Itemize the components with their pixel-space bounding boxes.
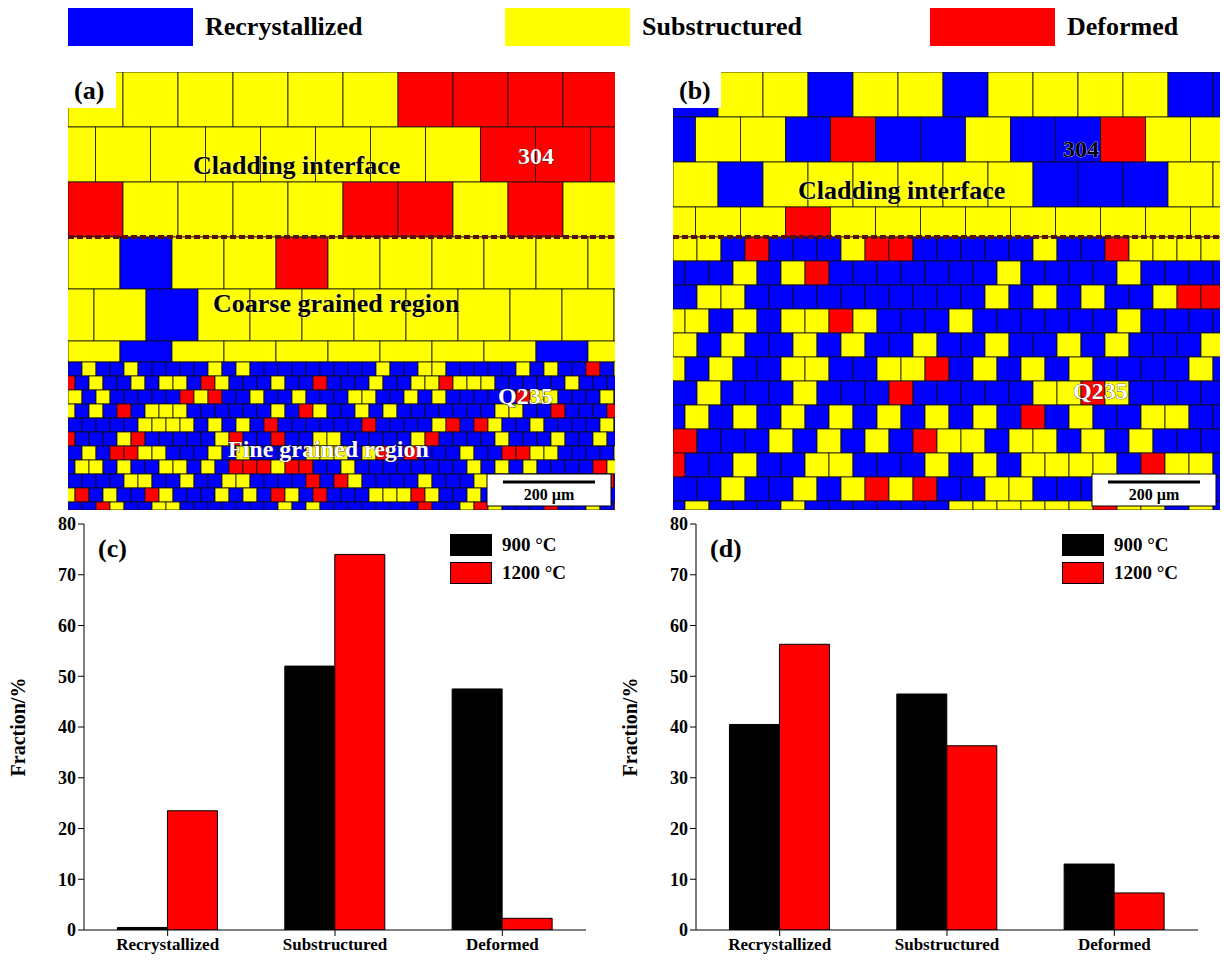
svg-text:30: 30: [58, 768, 76, 788]
html-text:(c): (c): [98, 534, 127, 563]
svg-text:(b): (b): [679, 76, 711, 105]
svg-text:10: 10: [670, 870, 688, 890]
svg-text:Substructured: Substructured: [283, 935, 388, 954]
svg-text:304: 304: [1063, 136, 1099, 162]
html-text:900 °C: 900 °C: [1113, 534, 1169, 555]
svg-text:20: 20: [58, 819, 76, 839]
svg-text:Deformed: Deformed: [1078, 935, 1151, 954]
svg-text:200 µm: 200 µm: [524, 486, 575, 504]
html-text:Recrystallized: Recrystallized: [205, 12, 363, 41]
svg-text:50: 50: [670, 667, 688, 687]
svg-text:Fraction/%: Fraction/%: [7, 678, 29, 777]
svg-text:60: 60: [58, 616, 76, 636]
html-text:1200 °C: 1200 °C: [501, 562, 566, 583]
svg-text:Q235: Q235: [498, 383, 553, 409]
svg-text:Recrystallized: Recrystallized: [116, 935, 219, 954]
svg-text:10: 10: [58, 870, 76, 890]
svg-text:200 µm: 200 µm: [1129, 486, 1180, 504]
svg-text:20: 20: [670, 819, 688, 839]
svg-text:70: 70: [670, 565, 688, 585]
svg-text:50: 50: [58, 667, 76, 687]
svg-text:40: 40: [670, 717, 688, 737]
html-text:Substructured: Substructured: [642, 12, 802, 41]
html-text:(d): (d): [710, 534, 742, 563]
html-text:1200 °C: 1200 °C: [1113, 562, 1178, 583]
svg-text:0: 0: [67, 920, 76, 940]
svg-text:30: 30: [670, 768, 688, 788]
html-text:900 °C: 900 °C: [501, 534, 557, 555]
svg-text:(a): (a): [74, 76, 104, 105]
svg-text:70: 70: [58, 565, 76, 585]
svg-text:Cladding interface: Cladding interface: [193, 151, 400, 180]
svg-text:Deformed: Deformed: [466, 935, 539, 954]
svg-text:Recrystallized: Recrystallized: [728, 935, 831, 954]
svg-text:0: 0: [679, 920, 688, 940]
svg-text:Coarse grained region: Coarse grained region: [213, 289, 460, 318]
svg-text:40: 40: [58, 717, 76, 737]
svg-text:80: 80: [58, 514, 76, 534]
svg-text:80: 80: [670, 514, 688, 534]
svg-text:Substructured: Substructured: [895, 935, 1000, 954]
svg-text:304: 304: [518, 143, 554, 169]
html-text:Deformed: Deformed: [1067, 12, 1179, 41]
svg-text:Fraction/%: Fraction/%: [619, 678, 641, 777]
svg-text:Cladding interface: Cladding interface: [798, 176, 1005, 205]
svg-text:Fine grained region: Fine grained region: [228, 436, 429, 462]
svg-text:Q235: Q235: [1073, 378, 1128, 404]
svg-text:60: 60: [670, 616, 688, 636]
